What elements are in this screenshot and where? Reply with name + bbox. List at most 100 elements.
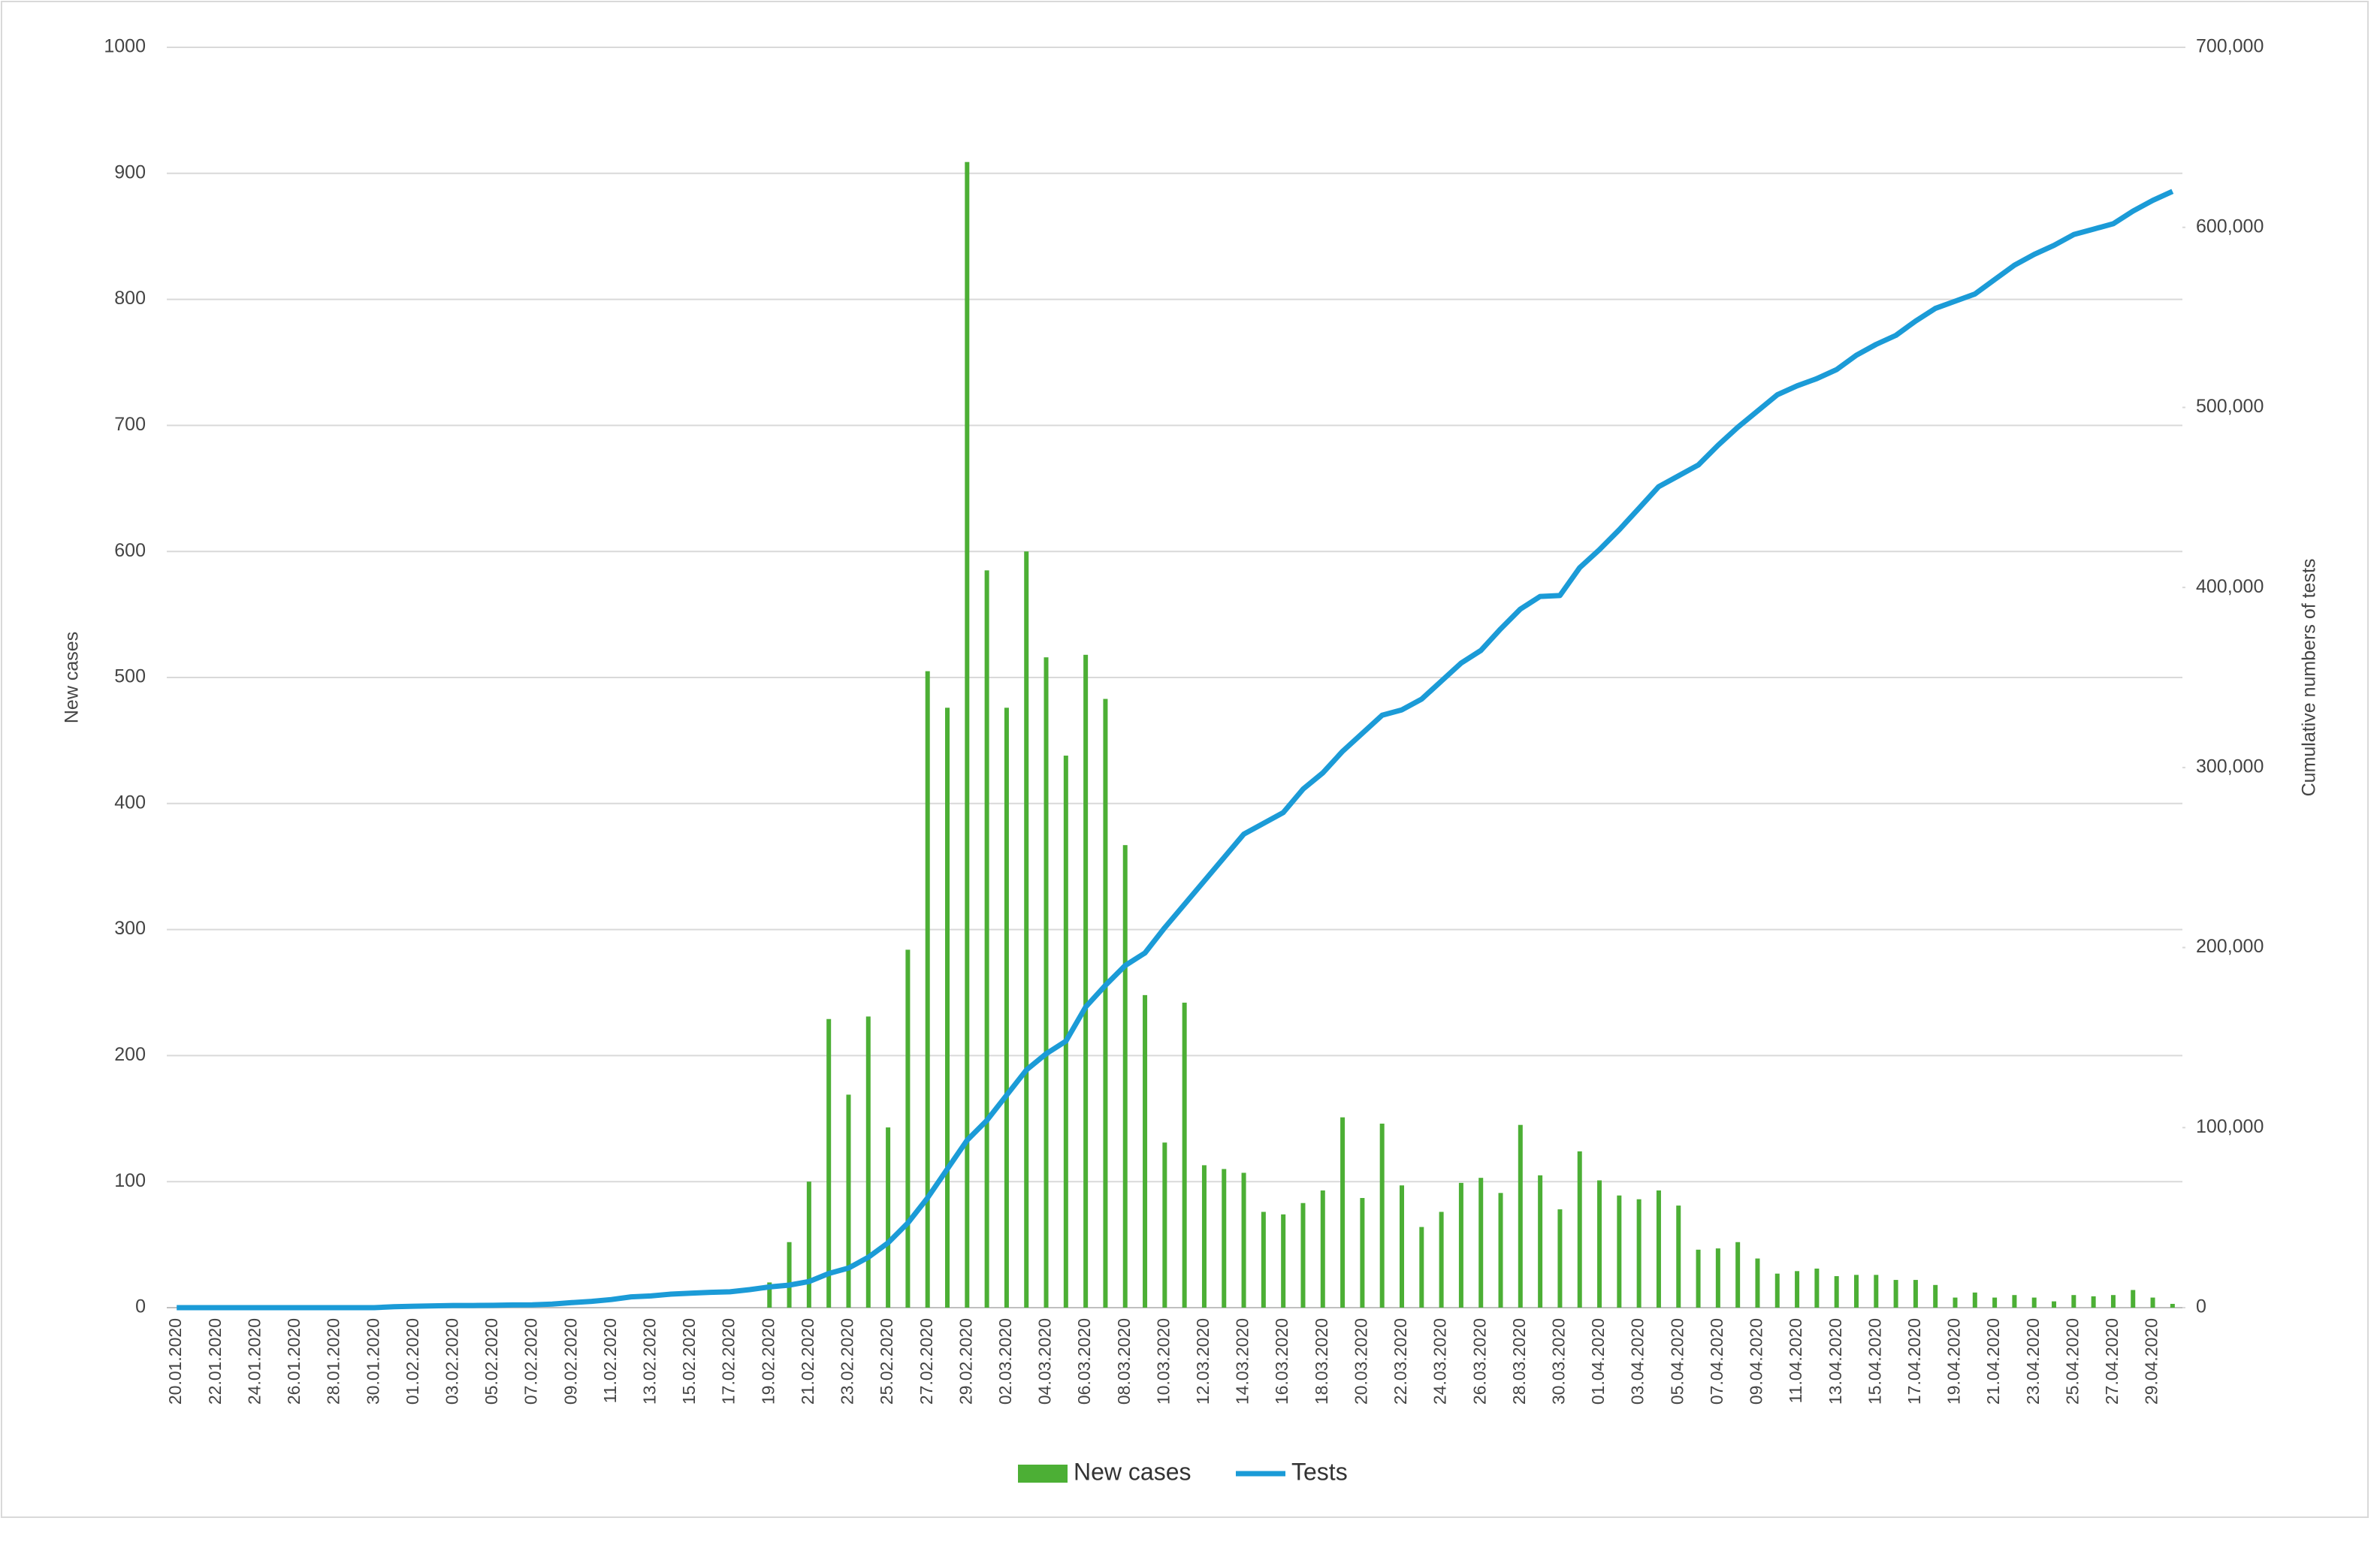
bar — [965, 161, 970, 1308]
bar — [1498, 1193, 1503, 1308]
bar — [1083, 654, 1089, 1308]
bar — [1103, 699, 1108, 1308]
bar — [1182, 1002, 1187, 1308]
x-tick-label: 14.03.2020 — [1233, 1318, 1252, 1405]
x-tick-label: 26.03.2020 — [1469, 1318, 1489, 1405]
y-tick-label: 100 — [114, 1170, 146, 1191]
x-tick-label: 11.04.2020 — [1786, 1318, 1805, 1403]
x-tick-label: 13.02.2020 — [640, 1318, 660, 1405]
x-tick-label: 27.02.2020 — [917, 1318, 936, 1405]
bar — [1419, 1227, 1424, 1308]
x-tick-label: 29.04.2020 — [2142, 1318, 2161, 1405]
x-tick-label: 17.04.2020 — [1904, 1318, 1924, 1405]
x-tick-label: 08.03.2020 — [1114, 1318, 1134, 1405]
x-tick-label: 10.03.2020 — [1153, 1318, 1173, 1405]
x-tick-label: 13.04.2020 — [1826, 1318, 1845, 1405]
bar — [1320, 1190, 1325, 1308]
x-tick-label: 30.03.2020 — [1549, 1318, 1569, 1405]
bar — [945, 708, 950, 1308]
bar — [984, 570, 989, 1308]
x-tick-label: 20.03.2020 — [1351, 1318, 1370, 1405]
bar — [1360, 1198, 1365, 1308]
bar — [1715, 1248, 1720, 1308]
x-tick-label: 28.03.2020 — [1509, 1318, 1529, 1405]
bar — [2052, 1301, 2057, 1308]
bar — [905, 949, 911, 1308]
y2-axis-title: Cumulative numbers of tests — [2299, 559, 2320, 797]
bar — [925, 671, 930, 1308]
bar — [846, 1094, 851, 1308]
bar — [787, 1242, 792, 1308]
x-tick-label: 19.04.2020 — [1944, 1318, 1964, 1405]
bar — [2110, 1295, 2116, 1308]
bar — [1913, 1280, 1918, 1308]
bar — [1538, 1175, 1543, 1308]
bar — [1222, 1169, 1227, 1308]
x-tick-label: 17.02.2020 — [719, 1318, 738, 1405]
bar — [1814, 1268, 1820, 1308]
bar — [1577, 1151, 1582, 1308]
x-tick-label: 29.02.2020 — [956, 1318, 975, 1405]
bar — [1122, 845, 1128, 1308]
bar — [1834, 1276, 1839, 1308]
y-tick-label: 600 — [114, 540, 146, 561]
y-tick-label: 1000 — [104, 36, 146, 57]
x-tick-label: 21.04.2020 — [1983, 1318, 2003, 1405]
bar — [1992, 1297, 1998, 1308]
y2-tick-label: 400,000 — [2196, 576, 2264, 597]
x-tick-label: 27.04.2020 — [2102, 1318, 2122, 1405]
x-tick-label: 25.02.2020 — [877, 1318, 896, 1405]
x-tick-label: 23.02.2020 — [838, 1318, 857, 1405]
x-tick-label: 30.01.2020 — [363, 1318, 382, 1405]
x-tick-label: 22.03.2020 — [1391, 1318, 1410, 1405]
bar — [1933, 1284, 1938, 1308]
y2-tick-label: 200,000 — [2196, 936, 2264, 957]
x-tick-label: 25.04.2020 — [2062, 1318, 2082, 1405]
bar — [1696, 1249, 1701, 1308]
bar — [1458, 1182, 1463, 1308]
x-tick-label: 16.03.2020 — [1272, 1318, 1291, 1405]
bar — [2071, 1295, 2076, 1308]
x-tick-label: 18.03.2020 — [1312, 1318, 1331, 1405]
y-tick-label: 300 — [114, 918, 146, 939]
bar — [1617, 1195, 1622, 1308]
x-tick-label: 24.01.2020 — [244, 1318, 264, 1405]
y2-tick-label: 500,000 — [2196, 396, 2264, 417]
bar — [1874, 1275, 1879, 1308]
bar — [1024, 551, 1029, 1308]
bar — [806, 1181, 811, 1308]
x-tick-label: 20.01.2020 — [165, 1318, 185, 1405]
x-tick-label: 01.02.2020 — [403, 1318, 422, 1405]
y2-tick-label: 100,000 — [2196, 1116, 2264, 1137]
x-tick-label: 11.02.2020 — [600, 1318, 620, 1403]
bar — [1201, 1165, 1207, 1308]
x-tick-label: 24.03.2020 — [1430, 1318, 1450, 1405]
x-tick-label: 03.02.2020 — [442, 1318, 461, 1405]
x-tick-label: 06.03.2020 — [1074, 1318, 1094, 1405]
bar — [1597, 1180, 1602, 1308]
x-tick-label: 07.02.2020 — [521, 1318, 541, 1405]
bar — [1399, 1185, 1404, 1308]
bar — [1044, 657, 1049, 1308]
bar — [2131, 1290, 2136, 1308]
bar — [1162, 1142, 1167, 1308]
bar — [1063, 756, 1068, 1308]
legend-label: New cases — [1074, 1458, 1192, 1485]
bar — [767, 1282, 772, 1308]
line — [177, 189, 2174, 1311]
x-tick-label: 21.02.2020 — [798, 1318, 817, 1405]
x-tick-label: 09.02.2020 — [560, 1318, 580, 1405]
y-tick-label: 400 — [114, 792, 146, 813]
x-tick-label: 04.03.2020 — [1035, 1318, 1055, 1405]
bar — [1676, 1206, 1681, 1308]
bar — [1004, 708, 1009, 1308]
x-tick-label: 07.04.2020 — [1707, 1318, 1726, 1405]
y2-tick-label: 300,000 — [2196, 756, 2264, 777]
y-axis-title: New cases — [62, 632, 83, 723]
x-tick-label: 01.04.2020 — [1588, 1318, 1608, 1405]
y2-tick-label: 700,000 — [2196, 36, 2264, 57]
x-tick-label: 09.04.2020 — [1747, 1318, 1766, 1405]
bar — [1636, 1199, 1642, 1308]
